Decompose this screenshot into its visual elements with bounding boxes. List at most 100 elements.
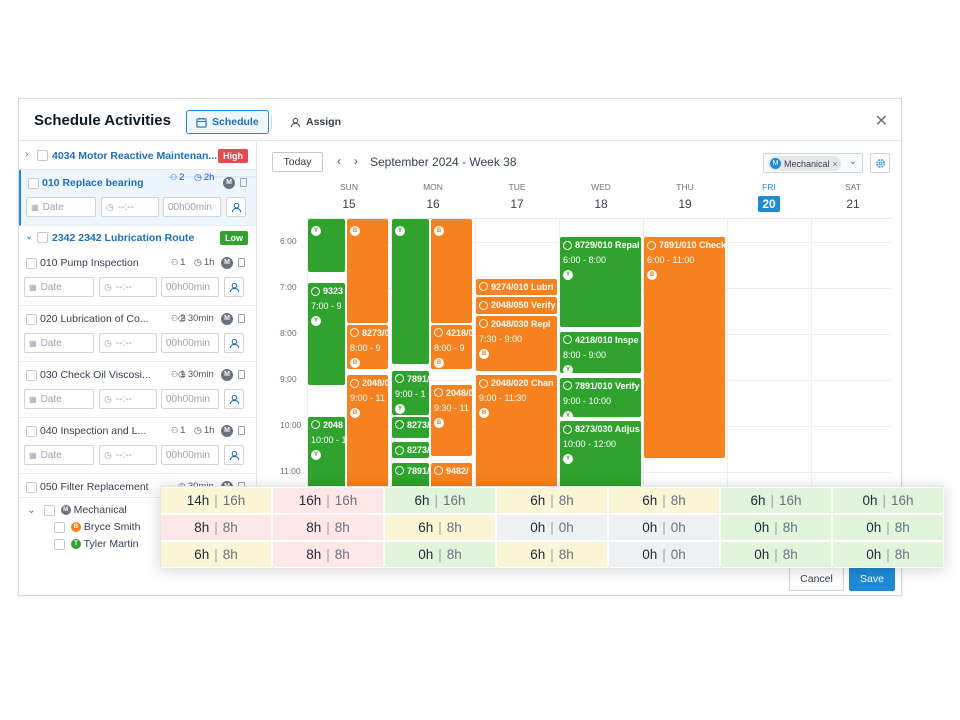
calendar-event[interactable]: Y	[308, 219, 345, 273]
chevron-right-icon[interactable]: ›	[25, 149, 29, 160]
activity-row[interactable]: 020 Lubrication of Co... ⚇ 2 ◷ 30min M ▦ Date ◷ -…	[19, 306, 256, 362]
calendar-event[interactable]: B	[347, 219, 388, 323]
checkbox[interactable]	[54, 538, 65, 550]
calendar-event[interactable]: 8273/0 8:00 - 9 B	[347, 324, 388, 369]
work-order-row[interactable]: ⌄ 2342 2342 Lubrication Route Low	[19, 226, 256, 250]
assign-user-button[interactable]	[224, 333, 244, 353]
tree-group-mechanical[interactable]: ⌄ M Mechanical	[27, 504, 127, 516]
people-value: 2	[180, 313, 186, 324]
time-input[interactable]: ◷ --:--	[99, 277, 157, 297]
day-date[interactable]: 18	[594, 197, 608, 211]
date-input[interactable]: ▦ Date	[24, 389, 94, 409]
duration-input[interactable]: 00h00min	[161, 333, 219, 353]
capacity-total: 16h	[222, 493, 246, 508]
tree-person[interactable]: T Tyler Martin	[54, 538, 139, 550]
filter-chip[interactable]: M Mechanical ×	[768, 156, 841, 171]
assign-user-button[interactable]	[224, 277, 244, 297]
calendar-event[interactable]: 2048/020 Chan 9:00 - 11:30 B	[476, 375, 557, 493]
tree-person[interactable]: B Bryce Smith	[54, 521, 140, 533]
chevron-down-icon[interactable]: ⌄	[25, 231, 34, 242]
activity-row[interactable]: 030 Check Oil Viscosi... ⚇ 1 ◷ 30min M ▦ Date ◷ -…	[19, 362, 256, 418]
calendar-panel: Today ‹ › September 2024 - Week 38 M Mech…	[271, 142, 903, 562]
calendar-event[interactable]: 8273/	[392, 442, 429, 459]
calendar-event[interactable]: 7891/010 Verify 9:00 - 10:00 Y	[560, 377, 641, 418]
calendar-event[interactable]: 2048/0 9:30 - 11 B	[431, 384, 472, 457]
checkbox[interactable]	[26, 370, 37, 381]
resource-filter[interactable]: M Mechanical × ⌄	[763, 153, 863, 173]
tab-assign[interactable]: Assign	[281, 110, 350, 134]
checkbox[interactable]	[43, 504, 55, 516]
cancel-button[interactable]: Cancel	[789, 567, 844, 591]
date-input[interactable]: ▦ Date	[24, 333, 94, 353]
calendar-event[interactable]: 8273/	[392, 416, 429, 438]
calendar-event[interactable]: B	[431, 219, 472, 323]
tab-assign-label: Assign	[306, 116, 342, 128]
assign-user-button[interactable]	[224, 389, 244, 409]
checkbox[interactable]	[37, 150, 48, 161]
calendar-event[interactable]: 7891/010 Check 6:00 - 11:00 B	[644, 237, 725, 459]
day-date[interactable]: 21	[846, 197, 860, 211]
activity-row[interactable]: 010 Pump Inspection ⚇ 1 ◷ 1h M ▦ Date ◷ --:-- 00h0…	[19, 250, 256, 306]
copy-icon[interactable]	[238, 370, 245, 379]
calendar-event[interactable]: 9274/010 Lubri	[476, 278, 557, 296]
avatar: M	[223, 177, 235, 189]
activity-row[interactable]: 040 Inspection and L... ⚇ 1 ◷ 1h M ▦ Date ◷ --:--…	[19, 418, 256, 474]
calendar-event[interactable]: 9323 7:00 - 9 Y	[308, 283, 345, 385]
calendar-event[interactable]: 2048/0 9:00 - 11 B	[347, 375, 388, 493]
time-input[interactable]: ◷ --:--	[101, 197, 159, 217]
time-input[interactable]: ◷ --:--	[99, 333, 157, 353]
event-time: 8:00 - 9	[434, 342, 465, 353]
calendar-event[interactable]: 4218/0 8:00 - 9 B	[431, 324, 472, 369]
activity-row[interactable]: 010 Replace bearing ⚇ 2 ◷ 2h M ▦ Date ◷ --:-- 00h0…	[19, 170, 256, 226]
checkbox[interactable]	[26, 426, 37, 437]
copy-icon[interactable]	[238, 314, 245, 323]
checkbox[interactable]	[37, 232, 48, 243]
calendar-event[interactable]: Y	[392, 219, 429, 365]
date-input[interactable]: ▦ Date	[26, 197, 96, 217]
close-icon[interactable]: ×	[832, 158, 838, 169]
assign-user-button[interactable]	[224, 445, 244, 465]
calendar-event[interactable]: 2048/050 Verify	[476, 297, 557, 314]
work-order-row[interactable]: › 4034 Motor Reactive Maintenan... High	[19, 142, 256, 170]
capacity-cell: 0h | 16h	[833, 488, 944, 514]
calendar-event[interactable]: 7891/9:00 - 1 Y	[392, 370, 429, 415]
calendar-event[interactable]: 8729/010 Repai 6:00 - 8:00 Y	[560, 237, 641, 328]
chevron-down-icon[interactable]: ⌄	[27, 504, 36, 516]
tab-schedule[interactable]: Schedule	[186, 110, 269, 134]
chevron-left-icon[interactable]: ‹	[337, 154, 341, 168]
checkbox[interactable]	[26, 482, 37, 493]
date-input[interactable]: ▦ Date	[24, 277, 94, 297]
settings-button[interactable]	[870, 153, 890, 173]
calendar-event[interactable]: 2048/030 Repl 7:30 - 9:00 B	[476, 315, 557, 372]
checkbox[interactable]	[26, 258, 37, 269]
today-button[interactable]: Today	[272, 152, 323, 172]
duration-input[interactable]: 00h00min	[161, 277, 219, 297]
event-time: 8:00 - 9	[350, 342, 381, 353]
day-date[interactable]: 17	[510, 197, 524, 211]
time-input[interactable]: ◷ --:--	[99, 445, 157, 465]
duration-input[interactable]: 00h00min	[161, 389, 219, 409]
assign-user-button[interactable]	[226, 197, 246, 217]
checkbox[interactable]	[26, 314, 37, 325]
duration-input[interactable]: 00h00min	[161, 445, 219, 465]
day-date[interactable]: 15	[342, 197, 356, 211]
day-date[interactable]: 20	[758, 196, 780, 212]
checkbox[interactable]	[54, 521, 65, 533]
chevron-right-icon[interactable]: ›	[354, 154, 358, 168]
date-input[interactable]: ▦ Date	[24, 445, 94, 465]
checkbox[interactable]	[28, 178, 39, 189]
duration-input[interactable]: 00h00min	[163, 197, 221, 217]
copy-icon[interactable]	[238, 426, 245, 435]
day-date[interactable]: 16	[426, 197, 440, 211]
calendar-event[interactable]: 8273/030 Adjus 10:00 - 12:00 Y	[560, 421, 641, 493]
calendar-event[interactable]: 2048 10:00 - 1 Y	[308, 416, 345, 493]
calendar-event[interactable]: 4218/010 Inspe 8:00 - 9:00 Y	[560, 331, 641, 374]
chevron-down-icon[interactable]: ⌄	[848, 156, 857, 167]
time-input[interactable]: ◷ --:--	[99, 389, 157, 409]
close-icon[interactable]: ✕	[874, 113, 888, 130]
day-date[interactable]: 19	[678, 197, 692, 211]
copy-icon[interactable]	[238, 258, 245, 267]
avatar: Y	[563, 454, 573, 465]
save-button[interactable]: Save	[849, 567, 895, 591]
copy-icon[interactable]	[240, 178, 247, 187]
